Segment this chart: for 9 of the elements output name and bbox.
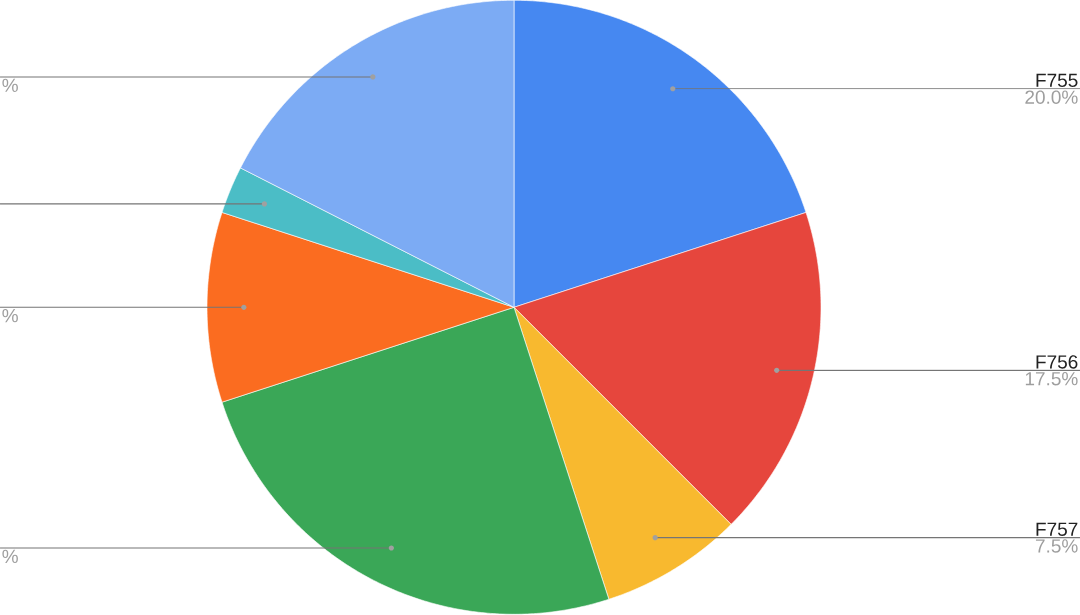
slice-label: F757 <box>1036 522 1078 537</box>
slice-label: F756 <box>1036 355 1078 369</box>
slice-label: F755 <box>1036 73 1078 88</box>
data-label: 7.5% <box>1035 539 1078 553</box>
data-label: 20.0% <box>1025 90 1078 105</box>
data-label: % <box>2 309 18 323</box>
data-label: % <box>2 78 18 93</box>
data-label: % <box>2 549 18 564</box>
data-label: 17.5% <box>1025 372 1078 386</box>
